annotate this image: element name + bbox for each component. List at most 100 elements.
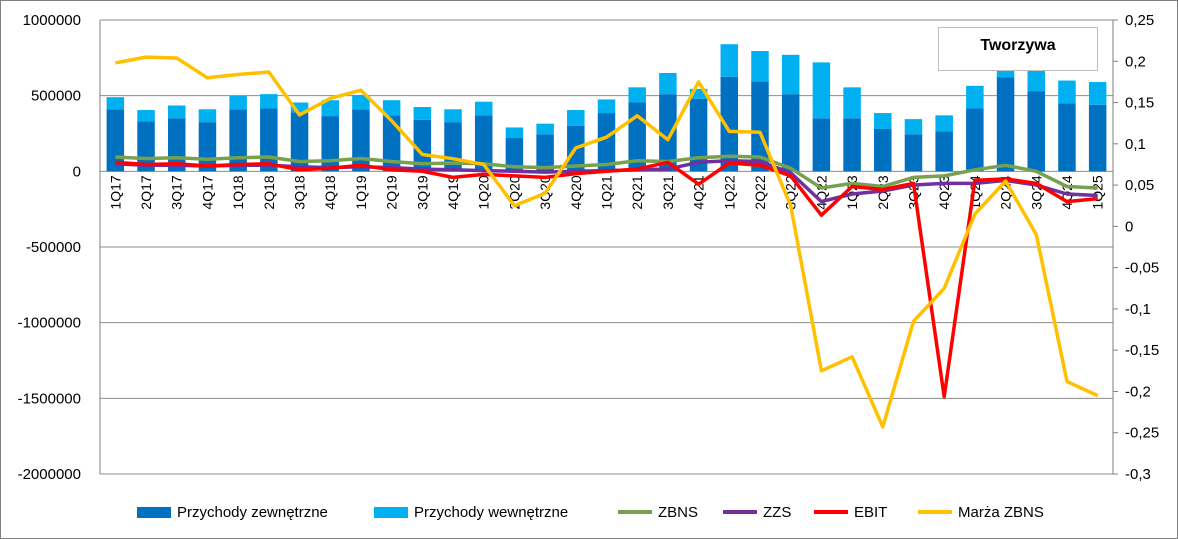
legend-swatch-1 <box>374 506 408 518</box>
bar-przychody-zewnetrzne <box>996 77 1015 172</box>
right-tick-label: 0,2 <box>1125 53 1146 70</box>
category-label: 4Q21 <box>691 175 707 209</box>
bar-przychody-wewnetrzne <box>812 62 831 119</box>
category-label: 1Q22 <box>721 175 737 209</box>
bar-przychody-wewnetrzne <box>874 113 892 129</box>
bar-przychody-wewnetrzne <box>290 102 309 113</box>
bar-przychody-zewnetrzne <box>597 113 616 172</box>
right-tick-label: -0,15 <box>1125 342 1159 359</box>
legend-label-5: Marża ZBNS <box>958 503 1044 521</box>
bar-przychody-wewnetrzne <box>106 97 125 110</box>
bar-przychody-zewnetrzne <box>751 81 769 172</box>
left-axis-ticks: 1000000 500000 0 -500000 -1000000 -1500000 -20… <box>18 12 81 483</box>
bar-przychody-wewnetrzne <box>474 101 493 116</box>
category-label: 1Q19 <box>353 175 369 209</box>
line-ebit <box>115 160 1098 399</box>
left-tick-label: 500000 <box>31 88 81 105</box>
category-label: 1Q25 <box>1090 175 1106 209</box>
bar-przychody-wewnetrzne <box>505 127 524 139</box>
category-label: 1Q18 <box>230 175 246 209</box>
legend-item-5: Marża ZBNS <box>918 500 1044 524</box>
left-tick-label: -500000 <box>26 239 81 256</box>
bar-przychody-wewnetrzne <box>843 87 861 119</box>
bar-przychody-wewnetrzne <box>229 95 247 110</box>
bar-przychody-zewnetrzne <box>843 118 861 172</box>
left-tick-label: -2000000 <box>18 466 81 483</box>
line-zbns <box>115 154 1098 190</box>
bar-przychody-zewnetrzne <box>689 98 708 172</box>
right-tick-label: -0,1 <box>1125 301 1151 318</box>
line-mar-a-zbns <box>114 55 1099 429</box>
right-tick-label: -0,3 <box>1125 466 1151 483</box>
bar-przychody-wewnetrzne <box>567 110 585 126</box>
legend-swatch-4 <box>814 510 848 514</box>
left-tick-label: 0 <box>73 163 81 180</box>
legend-label-4: EBIT <box>854 503 888 521</box>
bar-przychody-zewnetrzne <box>904 134 923 172</box>
category-label: 3Q18 <box>292 175 308 209</box>
bar-przychody-wewnetrzne <box>1027 65 1046 92</box>
category-label: 4Q22 <box>813 175 829 209</box>
bar-przychody-wewnetrzne <box>720 44 739 77</box>
bar-przychody-wewnetrzne <box>597 99 616 114</box>
bar-przychody-zewnetrzne <box>536 134 554 172</box>
bar-przychody-wewnetrzne <box>167 105 186 119</box>
right-tick-label: 0 <box>1125 218 1133 235</box>
right-tick-label: 0,05 <box>1125 177 1154 194</box>
category-label: 1Q21 <box>599 175 615 209</box>
bar-przychody-zewnetrzne <box>966 108 984 172</box>
bar-przychody-zewnetrzne <box>352 109 370 172</box>
category-label: 1Q20 <box>476 175 492 209</box>
bar-przychody-zewnetrzne <box>659 94 677 172</box>
bar-przychody-zewnetrzne <box>1088 104 1107 172</box>
bar-przychody-zewnetrzne <box>781 94 800 172</box>
category-label: 4Q23 <box>936 175 952 209</box>
bar-przychody-zewnetrzne <box>505 138 524 172</box>
bar-przychody-zewnetrzne <box>229 109 247 172</box>
legend-item-3: ZZS <box>723 500 791 524</box>
right-tick-label: -0,2 <box>1125 383 1151 400</box>
legend-item-4: EBIT <box>814 500 887 524</box>
legend-label-2: ZBNS <box>658 503 699 521</box>
left-tick-label: -1500000 <box>18 390 81 407</box>
bar-przychody-wewnetrzne <box>751 51 769 82</box>
chart-title: Tworzywa <box>938 27 1098 71</box>
category-label: 4Q17 <box>199 175 215 209</box>
legend: Przychody zewnętrzne Przychody wewnętrzn… <box>0 500 1178 524</box>
left-tick-label: 1000000 <box>23 12 81 29</box>
right-tick-label: 0,1 <box>1125 136 1146 153</box>
bar-przychody-wewnetrzne <box>137 110 155 122</box>
bar-przychody-wewnetrzne <box>904 119 923 135</box>
category-label: 4Q19 <box>445 175 461 209</box>
bar-przychody-wewnetrzne <box>935 115 953 132</box>
bar-przychody-wewnetrzne <box>628 87 646 103</box>
category-label: 2Q19 <box>384 175 400 209</box>
bar-przychody-wewnetrzne <box>413 107 432 120</box>
bar-przychody-zewnetrzne <box>321 116 339 172</box>
legend-item-2: ZBNS <box>618 500 698 524</box>
legend-label-1: Przychody wewnętrzne <box>414 503 569 521</box>
bar-przychody-wewnetrzne <box>444 109 462 123</box>
bar-przychody-wewnetrzne <box>659 72 677 95</box>
bar-przychody-wewnetrzne <box>536 123 554 135</box>
bar-przychody-zewnetrzne <box>935 131 953 172</box>
bar-przychody-wewnetrzne <box>1058 80 1076 104</box>
category-label: 4Q20 <box>568 175 584 209</box>
bar-przychody-wewnetrzne <box>781 54 800 95</box>
right-tick-label: -0,05 <box>1125 260 1159 277</box>
category-label: 3Q24 <box>1028 175 1044 209</box>
category-label: 4Q18 <box>322 175 338 209</box>
bar-przychody-zewnetrzne <box>1027 91 1046 172</box>
category-label: 2Q22 <box>752 175 768 209</box>
category-label: 1Q17 <box>107 175 123 209</box>
legend-item-1: Przychody wewnętrzne <box>374 500 568 524</box>
legend-swatch-5 <box>918 510 952 514</box>
category-label: 2Q21 <box>629 175 645 209</box>
right-tick-label: 0,25 <box>1125 12 1154 29</box>
bar-przychody-wewnetrzne <box>198 109 217 123</box>
bar-przychody-wewnetrzne <box>382 100 401 116</box>
category-label: 2Q17 <box>138 175 154 209</box>
bar-przychody-wewnetrzne <box>321 100 339 117</box>
bar-przychody-wewnetrzne <box>689 88 708 99</box>
